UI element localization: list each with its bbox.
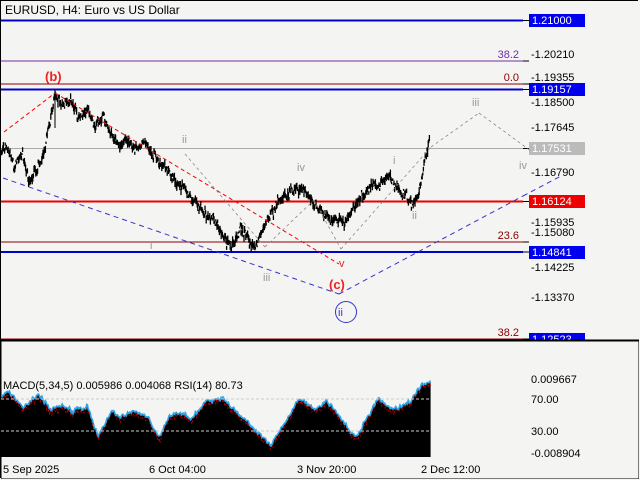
svg-text:23.6: 23.6 <box>498 230 519 242</box>
svg-text:38.2: 38.2 <box>498 327 519 339</box>
svg-text:1.16124: 1.16124 <box>532 196 572 208</box>
svg-text:i: i <box>150 240 152 252</box>
svg-text:(b): (b) <box>45 69 62 84</box>
svg-text:(c): (c) <box>329 277 345 292</box>
svg-text:0.009667: 0.009667 <box>531 374 577 386</box>
svg-text:0.0: 0.0 <box>504 72 519 84</box>
svg-text:-0.008904: -0.008904 <box>531 448 581 460</box>
svg-text:iii: iii <box>263 272 270 284</box>
svg-text:2 Dec 12:00: 2 Dec 12:00 <box>421 464 480 476</box>
svg-text:70.00: 70.00 <box>531 394 559 406</box>
svg-text:1.14841: 1.14841 <box>532 247 572 259</box>
svg-text:30.00: 30.00 <box>531 426 559 438</box>
svg-text:-1.16790: -1.16790 <box>531 167 574 179</box>
svg-text:ii: ii <box>182 134 187 146</box>
svg-text:38.2: 38.2 <box>498 49 519 61</box>
svg-text:1.19157: 1.19157 <box>532 84 572 96</box>
svg-text:1.17531: 1.17531 <box>532 143 572 155</box>
svg-text:-1.19355: -1.19355 <box>531 72 574 84</box>
svg-text:6 Oct 04:00: 6 Oct 04:00 <box>149 464 206 476</box>
svg-text:-1.15080: -1.15080 <box>531 227 574 239</box>
svg-text:ii: ii <box>412 210 417 222</box>
svg-text:i: i <box>393 155 395 167</box>
svg-text:ii: ii <box>338 307 343 319</box>
svg-text:iv: iv <box>519 160 527 172</box>
svg-text:-1.17645: -1.17645 <box>531 122 574 134</box>
svg-text:5 Sep 2025: 5 Sep 2025 <box>3 464 59 476</box>
svg-text:-1.18500: -1.18500 <box>531 97 574 109</box>
svg-text:iv: iv <box>297 162 305 174</box>
svg-text:v: v <box>339 258 345 270</box>
svg-text:-1.20210: -1.20210 <box>531 49 574 61</box>
svg-text:iii: iii <box>472 97 479 109</box>
svg-text:3 Nov 20:00: 3 Nov 20:00 <box>297 464 356 476</box>
svg-text:-1.14225: -1.14225 <box>531 262 574 274</box>
svg-text:-1.13370: -1.13370 <box>531 292 574 304</box>
svg-text:MACD(5,34,5) 0.005986 0.004068: MACD(5,34,5) 0.005986 0.004068 RSI(14) 8… <box>3 380 243 392</box>
